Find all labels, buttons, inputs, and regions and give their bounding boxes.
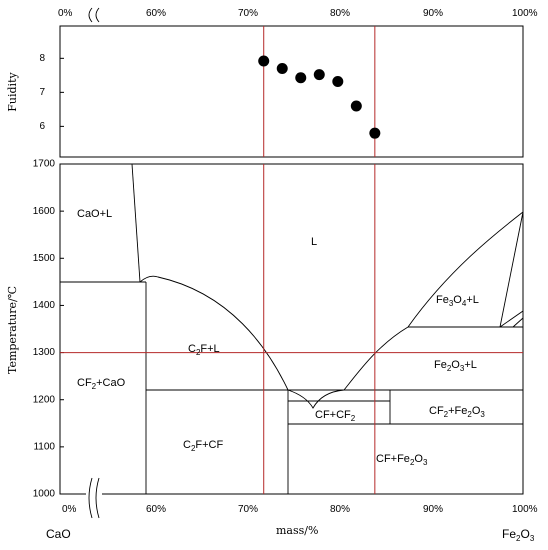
temperature-y-tick-label: 1100 <box>33 441 55 452</box>
fluidity-point <box>350 100 362 112</box>
top-x-tick-label: 100% <box>512 8 538 19</box>
fluidity-point <box>258 55 270 67</box>
region-labels: CaO+L L C2F+L Fe3O4+L Fe2O3+L CF2+CaO CF… <box>77 208 485 467</box>
region-label-fe3o4-l: Fe3O4+L <box>436 294 479 308</box>
phase-diagram-panel: 1000 1100 1200 1300 1400 1500 1600 1700 … <box>6 159 538 543</box>
bottom-x-tick-label: 70% <box>238 504 258 515</box>
region-label-cf-fe2o3: CF+Fe2O3 <box>376 453 428 467</box>
fluidity-points <box>258 55 381 139</box>
bottom-axis-break-mark <box>86 477 102 519</box>
temperature-axis-label: Temperature/℃ <box>6 286 19 374</box>
fluidity-reference-lines <box>263 26 376 157</box>
fluidity-plot-frame <box>59 25 524 158</box>
fluidity-panel: 0% 60% 70% 80% 90% 100% 6 7 8 Fuidity <box>6 7 538 158</box>
bottom-x-tick-label: 0% <box>62 504 77 515</box>
fe3o4-right-boundary <box>499 211 524 328</box>
fluidity-point <box>276 63 288 75</box>
phase-boundaries <box>60 163 524 494</box>
region-label-cf-cf2: CF+CF2 <box>315 409 356 423</box>
bottom-x-tick-label: 60% <box>146 504 166 515</box>
fluidity-point <box>313 69 325 81</box>
temperature-y-tick-label: 1300 <box>33 347 56 358</box>
phase-reference-lines <box>60 164 523 494</box>
component-label-cao: CaO <box>46 527 71 541</box>
temperature-y-tick-label: 1400 <box>33 300 56 311</box>
fluidity-y-tick-labels: 6 7 8 <box>39 53 45 132</box>
region-label-fe2o3-l: Fe2O3+L <box>434 359 477 373</box>
component-label-fe2o3: Fe2O3 <box>502 527 535 543</box>
region-label-cao-l: CaO+L <box>77 208 112 220</box>
region-label-cf2-fe2o3: CF2+Fe2O3 <box>429 405 485 419</box>
temperature-y-tick-labels: 1000 1100 1200 1300 1400 1500 1600 1700 <box>33 159 56 500</box>
top-x-tick-labels: 0% 60% 70% 80% 90% 100% <box>58 8 538 19</box>
top-x-tick-label: 0% <box>58 8 73 19</box>
fe3o4-liquidus-curve <box>407 211 524 328</box>
fluidity-y-tick-label: 7 <box>39 87 45 98</box>
fluidity-point <box>332 75 344 87</box>
phase-plot-frame <box>59 163 524 495</box>
bottom-x-tick-labels: 0% 60% 70% 80% 90% 100% <box>62 504 538 515</box>
region-label-cf2-cao: CF2+CaO <box>77 377 126 391</box>
fe3o4-small-boundary <box>499 310 524 328</box>
x-axis-label: mass/% <box>276 524 318 537</box>
top-axis-break-mark <box>86 7 102 23</box>
fluidity-y-tick-label: 8 <box>39 53 45 64</box>
bottom-x-tick-label: 100% <box>512 504 538 515</box>
fluidity-y-ticks <box>60 57 64 127</box>
temperature-y-tick-label: 1600 <box>33 206 56 217</box>
region-label-c2f-cf: C2F+CF <box>183 439 223 453</box>
temperature-y-tick-label: 1000 <box>33 489 56 500</box>
fluidity-axis-label: Fuidity <box>6 72 19 112</box>
fluidity-point <box>295 72 307 84</box>
fluidity-y-tick-label: 6 <box>39 121 45 132</box>
top-x-tick-label: 70% <box>238 8 258 19</box>
liquidus-cao-boundary <box>131 163 141 283</box>
top-x-tick-label: 60% <box>146 8 166 19</box>
fe3o4-small-boundary-2 <box>512 317 524 328</box>
bottom-x-tick-label: 80% <box>330 504 350 515</box>
temperature-y-tick-label: 1500 <box>33 253 56 264</box>
region-label-c2f-l: C2F+L <box>188 343 220 357</box>
c2f-liquidus-curve <box>139 275 289 391</box>
top-x-tick-label: 80% <box>330 8 350 19</box>
temperature-y-tick-label: 1200 <box>33 394 56 405</box>
bottom-x-tick-label: 90% <box>423 504 443 515</box>
temperature-y-ticks <box>60 163 64 495</box>
region-label-l: L <box>311 236 317 248</box>
eutectic-dip <box>287 389 345 409</box>
fluidity-point <box>369 127 381 139</box>
fe2o3-liquidus-curve <box>343 326 409 391</box>
top-x-tick-label: 90% <box>423 8 443 19</box>
temperature-y-tick-label: 1700 <box>33 159 56 170</box>
